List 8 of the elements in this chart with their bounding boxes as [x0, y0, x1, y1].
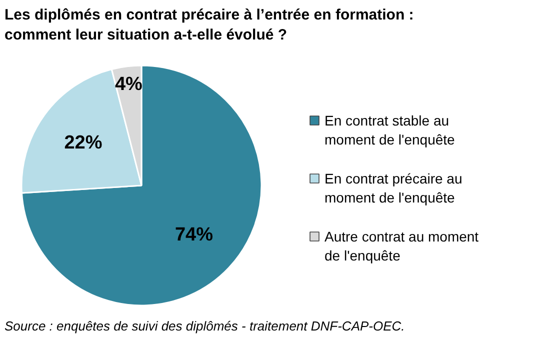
chart-title: Les diplômés en contrat précaire à l’entrée en formation : comment leur situation a-t-elle évolué ?	[4, 6, 414, 44]
legend-label: En contrat stable au moment de l'enquête	[324, 112, 456, 148]
legend-label: En contrat précaire au moment de l'enquête	[324, 170, 462, 206]
data-label: 22%	[64, 132, 102, 154]
data-label: 4%	[114, 74, 143, 95]
source-note: Source : enquêtes de suivi des diplômés - traitement DNF-CAP-OEC.	[4, 318, 405, 334]
legend-label: Autre contrat au moment de l'enquête	[324, 228, 479, 264]
data-label: 74%	[174, 224, 214, 246]
